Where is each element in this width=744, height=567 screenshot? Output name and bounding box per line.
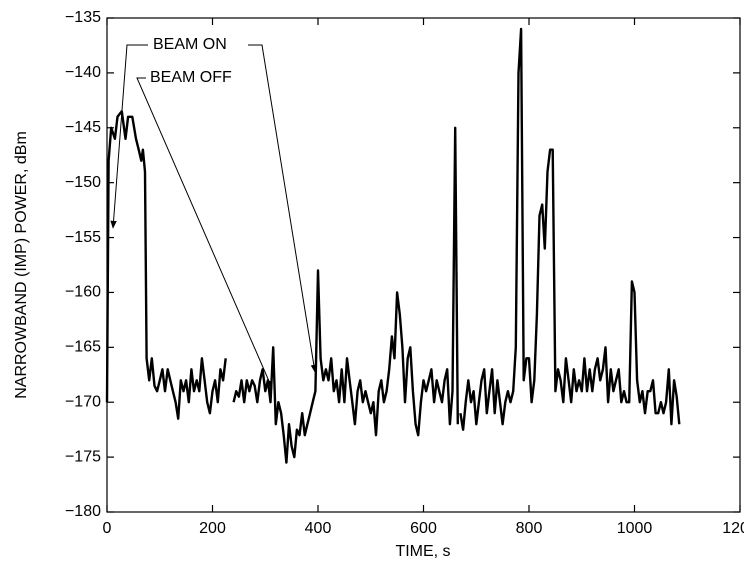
y-tick-label: −155	[65, 229, 101, 246]
y-axis-label: NARROWBAND (IMP) POWER, dBm	[13, 131, 30, 399]
annotation: BEAM ON	[153, 36, 227, 53]
x-tick-label: 400	[305, 520, 332, 537]
y-tick-label: −165	[65, 339, 101, 356]
y-tick-label: −140	[65, 64, 101, 81]
x-tick-label: 1200	[722, 520, 744, 537]
y-tick-label: −145	[65, 119, 101, 136]
y-tick-label: −160	[65, 284, 101, 301]
x-axis-label: TIME, s	[395, 543, 450, 560]
annotation: BEAM OFF	[150, 69, 232, 86]
x-tick-label: 200	[199, 520, 226, 537]
y-tick-label: −170	[65, 393, 101, 410]
x-tick-label: 1000	[617, 520, 653, 537]
y-tick-label: −180	[65, 503, 101, 520]
y-tick-label: −135	[65, 9, 101, 26]
leader-line	[136, 77, 273, 389]
plot-frame	[106, 17, 741, 513]
data-line	[105, 27, 681, 464]
x-tick-label: 800	[516, 520, 543, 537]
y-tick-label: −150	[65, 174, 101, 191]
y-tick-label: −175	[65, 448, 101, 465]
x-tick-label: 0	[103, 520, 112, 537]
plot: 0 200 400 600 800 1000 1200 −180 −175 −170 −165 −16…	[65, 9, 744, 537]
leader-line	[248, 44, 318, 373]
x-tick-label: 600	[410, 520, 437, 537]
leader-line	[110, 44, 148, 229]
